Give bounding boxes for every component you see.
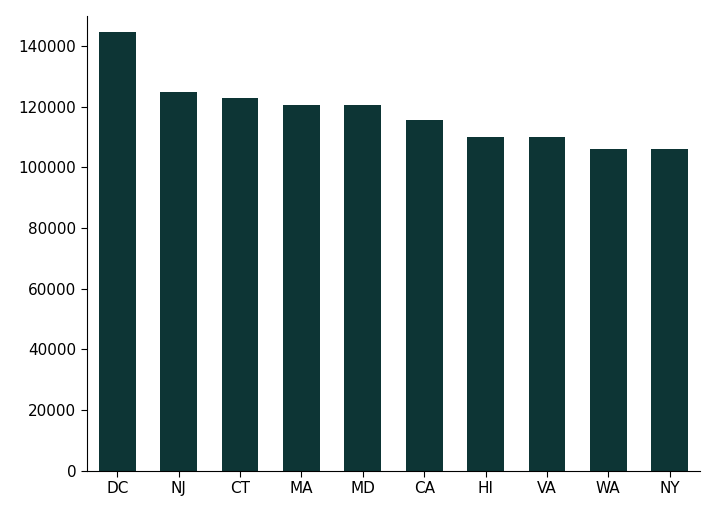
Bar	[651, 149, 688, 471]
Bar	[529, 137, 565, 471]
Bar	[406, 120, 443, 471]
Bar	[222, 98, 258, 471]
Bar	[99, 32, 136, 471]
Bar	[590, 149, 627, 471]
Bar	[160, 92, 197, 471]
Bar	[283, 105, 320, 471]
Bar	[344, 105, 381, 471]
Bar	[467, 137, 504, 471]
